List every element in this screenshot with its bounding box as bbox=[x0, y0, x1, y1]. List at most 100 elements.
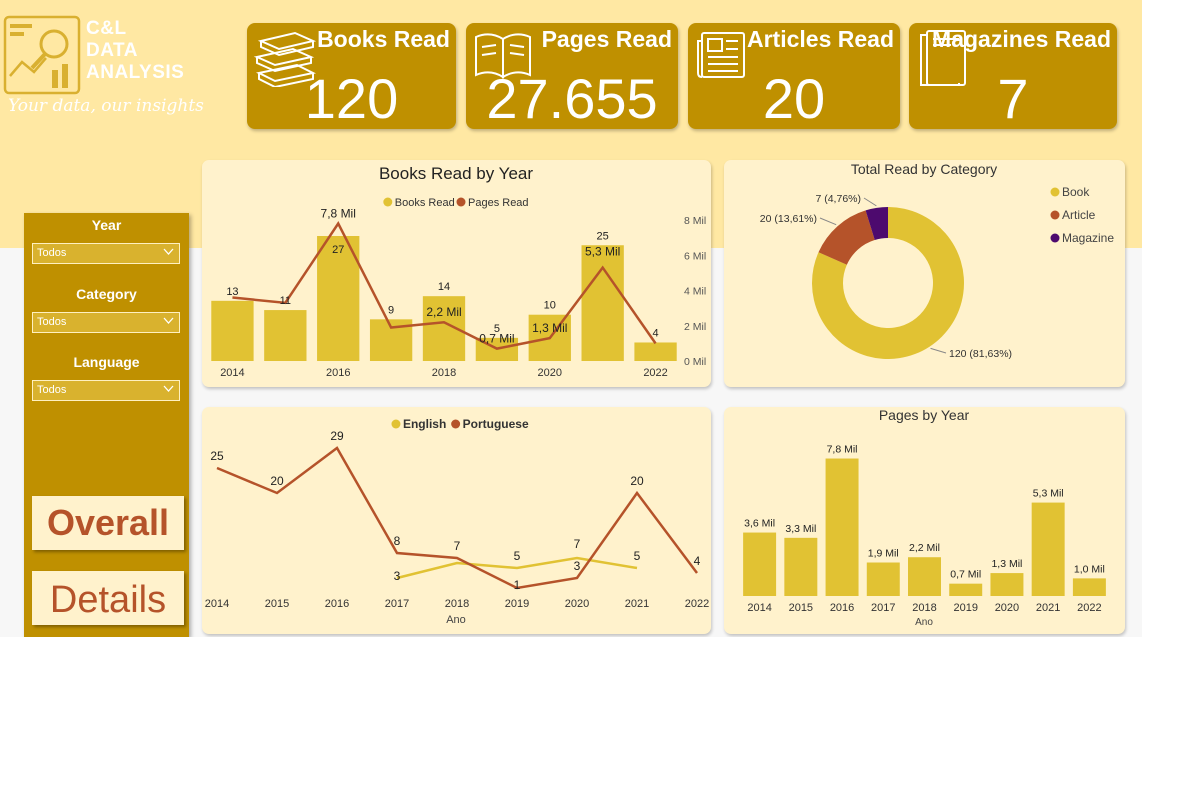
chart-title: Pages by Year bbox=[879, 407, 970, 423]
kpi-value: 27.655 bbox=[486, 67, 658, 129]
year-dropdown[interactable]: Todos bbox=[32, 243, 180, 264]
books-icon bbox=[253, 31, 317, 87]
x-tick-label: 2022 bbox=[643, 367, 667, 379]
year-dropdown-value: Todos bbox=[37, 247, 67, 259]
details-button[interactable]: Details bbox=[32, 571, 184, 625]
bar-books-read bbox=[211, 300, 254, 361]
filter-label-category: Category bbox=[76, 286, 137, 302]
leader-line bbox=[863, 197, 877, 207]
kpi-title: Books Read bbox=[317, 26, 450, 52]
donut-slice-article bbox=[818, 210, 875, 265]
bar-pages bbox=[949, 583, 983, 596]
bar-books-read bbox=[264, 310, 307, 361]
legend-label: Books Read bbox=[395, 197, 455, 209]
kpi-title: Pages Read bbox=[541, 26, 672, 52]
data-label-books: 11 bbox=[280, 295, 291, 307]
x-tick-label: 2019 bbox=[505, 598, 529, 610]
data-label-portuguese: 1 bbox=[514, 578, 521, 592]
legend-label: English bbox=[403, 417, 446, 431]
x-tick-label: 2015 bbox=[789, 602, 813, 614]
legend-marker bbox=[1050, 187, 1060, 197]
data-label-portuguese: 29 bbox=[330, 429, 344, 443]
category-dropdown-value: Todos bbox=[37, 316, 67, 328]
legend-label: Magazine bbox=[1062, 231, 1114, 245]
legend-marker bbox=[1050, 210, 1060, 220]
language-by-year-card: English Portuguese 3 5 7 5 25 20 29 8 7 1 3 20 4 2014 20… bbox=[202, 407, 711, 634]
data-label-category: 7 (4,76%) bbox=[815, 193, 861, 205]
data-label-english: 5 bbox=[514, 549, 521, 563]
line-english bbox=[396, 556, 638, 580]
legend-marker bbox=[456, 197, 466, 207]
language-dropdown[interactable]: Todos bbox=[32, 380, 180, 401]
pages-by-year-card: Pages by Year 3,6 Mil 2014 3,3 Mil 2015 7,8 M… bbox=[724, 407, 1125, 634]
legend-marker bbox=[451, 419, 461, 429]
data-label-portuguese: 4 bbox=[694, 554, 701, 568]
data-label-category: 20 (13,61%) bbox=[760, 213, 817, 225]
kpi-magazines-read: Magazines Read 7 bbox=[909, 23, 1117, 129]
x-axis-title: Ano bbox=[446, 614, 466, 626]
logo-tagline: Your data, our insights bbox=[8, 96, 204, 116]
kpi-books-read: Books Read 120 bbox=[247, 23, 456, 129]
data-label-books: 14 bbox=[438, 281, 450, 293]
x-tick-label: 2020 bbox=[538, 367, 562, 379]
data-label-portuguese: 20 bbox=[270, 474, 284, 488]
total-read-by-category-chart: Total Read by Category 120 (81,63%) 20 (13… bbox=[760, 161, 1115, 360]
company-logo: C&L DATA ANALYSIS Your data, our insight… bbox=[2, 14, 204, 124]
x-tick-label: 2018 bbox=[912, 602, 936, 614]
y2-tick-label: 0 Mil bbox=[684, 356, 706, 368]
data-label-pages: 3,3 Mil bbox=[785, 523, 816, 535]
data-label-pages: 5,3 Mil bbox=[1033, 488, 1064, 500]
x-tick-label: 2022 bbox=[685, 598, 709, 610]
data-analysis-icon bbox=[3, 15, 81, 95]
data-label-pages: 7,8 Mil bbox=[321, 207, 356, 221]
pages-by-year-chart: Pages by Year 3,6 Mil 2014 3,3 Mil 2015 7,8 M… bbox=[743, 407, 1106, 628]
legend-marker bbox=[1050, 233, 1060, 243]
data-label-category: 120 (81,63%) bbox=[949, 348, 1012, 360]
line-pages-read bbox=[232, 221, 657, 350]
leader-line bbox=[819, 217, 837, 226]
magazine-icon bbox=[920, 30, 966, 86]
data-label-books: 10 bbox=[544, 300, 556, 312]
data-label-pages: 5,3 Mil bbox=[585, 245, 620, 259]
legend-label: Article bbox=[1062, 208, 1096, 222]
x-tick-label: 2015 bbox=[265, 598, 289, 610]
x-tick-label: 2020 bbox=[565, 598, 589, 610]
filter-label-language: Language bbox=[73, 354, 140, 370]
data-label-books: 4 bbox=[652, 327, 658, 339]
x-tick-label: 2016 bbox=[326, 367, 350, 379]
donut-slice-magazine bbox=[865, 207, 888, 240]
bar-pages bbox=[743, 532, 777, 596]
kpi-title: Magazines Read bbox=[932, 26, 1111, 52]
bar-pages bbox=[908, 557, 941, 596]
leader-line bbox=[930, 347, 947, 354]
line-portuguese bbox=[216, 446, 698, 590]
x-tick-label: 2014 bbox=[747, 602, 771, 614]
chevron-down-icon bbox=[163, 317, 174, 324]
data-label-portuguese: 8 bbox=[394, 534, 401, 548]
kpi-articles-read: Articles Read 20 bbox=[688, 23, 900, 129]
data-label-pages: 1,9 Mil bbox=[868, 548, 899, 560]
data-label-books: 5 bbox=[494, 323, 500, 335]
kpi-pages-read: Pages Read 27.655 bbox=[466, 23, 678, 129]
category-dropdown[interactable]: Todos bbox=[32, 312, 180, 333]
filter-label-year: Year bbox=[91, 217, 122, 233]
x-tick-label: 2014 bbox=[220, 367, 244, 379]
data-label-pages: 1,3 Mil bbox=[532, 321, 567, 335]
logo-title: C&L DATA ANALYSIS bbox=[86, 18, 185, 83]
open-book-icon bbox=[475, 33, 531, 79]
bar-pages bbox=[866, 562, 900, 596]
overall-button[interactable]: Overall bbox=[32, 496, 184, 550]
data-label-books: 27 bbox=[332, 244, 344, 256]
data-label-pages: 0,7 Mil bbox=[479, 332, 514, 346]
data-label-books: 9 bbox=[388, 304, 394, 316]
data-label-pages: 1,0 Mil bbox=[1074, 563, 1105, 575]
x-axis-title: Ano bbox=[915, 617, 933, 628]
x-tick-label: 2020 bbox=[995, 602, 1019, 614]
data-label-portuguese: 3 bbox=[574, 559, 581, 573]
y2-tick-label: 6 Mil bbox=[684, 250, 706, 262]
legend-marker bbox=[383, 197, 393, 207]
donut-slice-book bbox=[812, 207, 964, 359]
data-label-pages: 1,3 Mil bbox=[991, 558, 1022, 570]
bar-books-read bbox=[317, 236, 360, 361]
data-label-pages: 2,2 Mil bbox=[909, 542, 940, 554]
